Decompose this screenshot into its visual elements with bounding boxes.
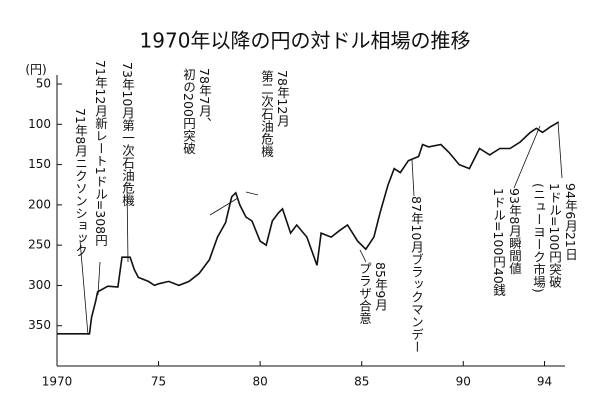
annotation-line: (ニューヨーク市場) bbox=[531, 183, 546, 293]
annotation: 85年9月 プラザ合意 bbox=[356, 262, 388, 325]
leader-line bbox=[359, 249, 367, 263]
leader-line bbox=[411, 159, 415, 197]
y-tick-label: 350 bbox=[28, 318, 51, 332]
leader-line bbox=[97, 261, 101, 296]
leader-line bbox=[513, 125, 541, 189]
x-tick-label: 1970 bbox=[42, 375, 73, 389]
annotation-line: 71年8月ニクソンショック bbox=[73, 108, 88, 257]
leader-line bbox=[126, 184, 129, 263]
y-tick-label: 100 bbox=[28, 117, 51, 131]
leader-line bbox=[209, 197, 239, 216]
annotation-line: 93年8月瞬間値 bbox=[507, 188, 522, 275]
annotation: 87年10月ブラックマンデー bbox=[408, 196, 424, 353]
x-tick-label: 80 bbox=[252, 375, 267, 389]
y-tick-label: 300 bbox=[28, 278, 51, 292]
annotation: 78年12月 第二次石油危機 bbox=[258, 70, 290, 158]
x-tick-label: 90 bbox=[456, 375, 471, 389]
annotation-line: 78年12月 bbox=[275, 70, 290, 127]
annotation-line: 71年12月新レート1ドル=308円 bbox=[93, 60, 108, 247]
annotation-line: 87年10月ブラックマンデー bbox=[409, 196, 424, 353]
x-tick-label: 75 bbox=[151, 375, 166, 389]
rate-line bbox=[57, 121, 560, 335]
y-tick-label: 150 bbox=[28, 157, 51, 171]
leader-line bbox=[245, 191, 259, 196]
annotation-line: 85年9月 bbox=[373, 262, 388, 311]
y-tick-label: 250 bbox=[28, 238, 51, 252]
annotation-line: 1ドル=100円40銭 bbox=[491, 188, 506, 297]
x-tick-label: 94 bbox=[537, 375, 552, 389]
chart-title: 1970年以降の円の対ドル相場の推移 bbox=[140, 29, 471, 53]
annotation-line: 1ドル=100円突破 bbox=[547, 183, 562, 288]
annotation-line: 78年7月、 bbox=[197, 68, 212, 130]
annotation: 93年8月瞬間値 1ドル=100円40銭 bbox=[490, 188, 522, 296]
annotation: 73年10月第一次石油危機 bbox=[119, 62, 135, 206]
x-tick-label: 85 bbox=[354, 375, 369, 389]
annotation-line: 第二次石油危機 bbox=[259, 70, 274, 158]
y-tick-label: 50 bbox=[36, 77, 51, 91]
annotation: 78年7月、 初の200円突破 bbox=[180, 68, 212, 154]
leader-line bbox=[557, 121, 563, 179]
leader-line bbox=[79, 239, 89, 336]
y-axis-label: (円) bbox=[25, 63, 46, 77]
annotation-line: 94年6月21日 bbox=[563, 183, 578, 261]
annotation: 71年8月ニクソンショック bbox=[72, 108, 88, 257]
annotation-line: プラザ合意 bbox=[357, 262, 372, 325]
annotation: 71年12月新レート1ドル=308円 bbox=[92, 60, 108, 247]
annotation-line: 73年10月第一次石油危機 bbox=[120, 62, 135, 207]
y-tick-label: 200 bbox=[28, 197, 51, 211]
annotation-line: 初の200円突破 bbox=[181, 68, 196, 155]
annotation: 94年6月21日 1ドル=100円突破 (ニューヨーク市場) bbox=[530, 183, 578, 293]
